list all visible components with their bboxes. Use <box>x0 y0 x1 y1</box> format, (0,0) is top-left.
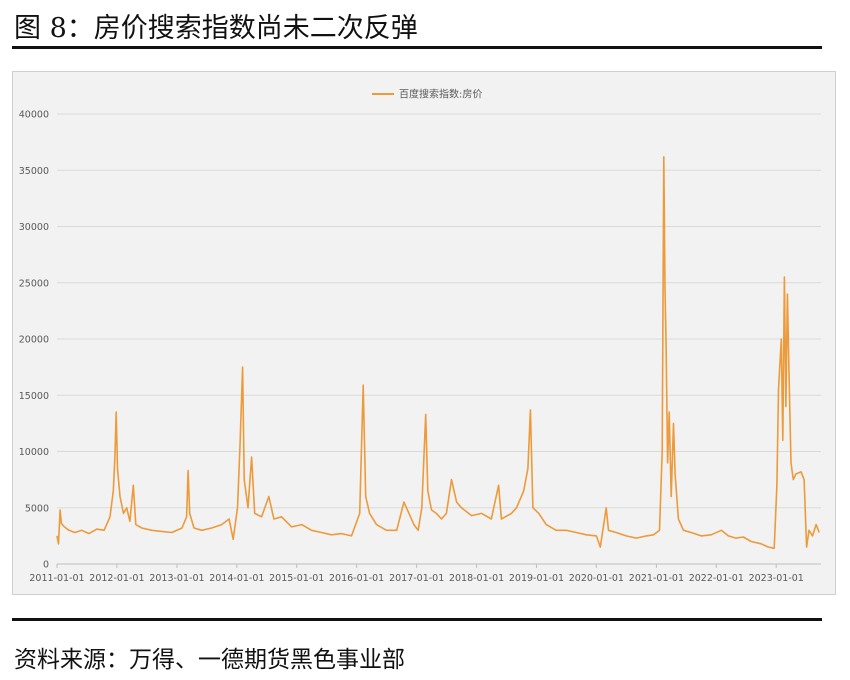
chart-area: 0 5000 10000 15000 20000 25000 30000 35000 40000… <box>12 71 836 595</box>
source-rule <box>12 618 822 621</box>
y-tick-label: 40000 <box>19 110 49 121</box>
y-tick-label: 20000 <box>19 335 49 346</box>
y-tick-label: 10000 <box>19 447 49 458</box>
x-tick-label: 2019-01-01 <box>509 573 564 584</box>
x-tick-label: 2016-01-01 <box>329 573 384 584</box>
x-tick-label: 2022-01-01 <box>689 573 744 584</box>
x-tick-label: 2015-01-01 <box>269 573 324 584</box>
y-tick-label: 0 <box>43 560 49 571</box>
x-tick-label: 2023-01-01 <box>749 573 804 584</box>
x-tick-label: 2021-01-01 <box>629 573 684 584</box>
x-tick-label: 2020-01-01 <box>569 573 624 584</box>
x-tick-label: 2011-01-01 <box>29 573 84 584</box>
y-tick-label: 35000 <box>19 166 49 177</box>
y-tick-label: 25000 <box>19 278 49 289</box>
line-chart: 0 5000 10000 15000 20000 25000 30000 35000 40000… <box>19 88 821 584</box>
series-line <box>56 156 820 550</box>
x-tick-label: 2012-01-01 <box>89 573 144 584</box>
y-tick-label: 15000 <box>19 391 49 402</box>
x-tick-label: 2018-01-01 <box>449 573 504 584</box>
title-rule <box>12 46 822 49</box>
x-tick-label: 2013-01-01 <box>149 573 204 584</box>
source-note: 资料来源：万得、一德期货黑色事业部 <box>14 647 405 673</box>
y-tick-label: 5000 <box>25 503 49 514</box>
x-tick-label: 2014-01-01 <box>209 573 264 584</box>
y-tick-label: 30000 <box>19 222 49 233</box>
x-tick-label: 2017-01-01 <box>389 573 444 584</box>
figure-title: 图 8：房价搜索指数尚未二次反弹 <box>14 13 418 44</box>
legend-label: 百度搜索指数:房价 <box>399 88 482 101</box>
legend: 百度搜索指数:房价 <box>372 88 482 101</box>
